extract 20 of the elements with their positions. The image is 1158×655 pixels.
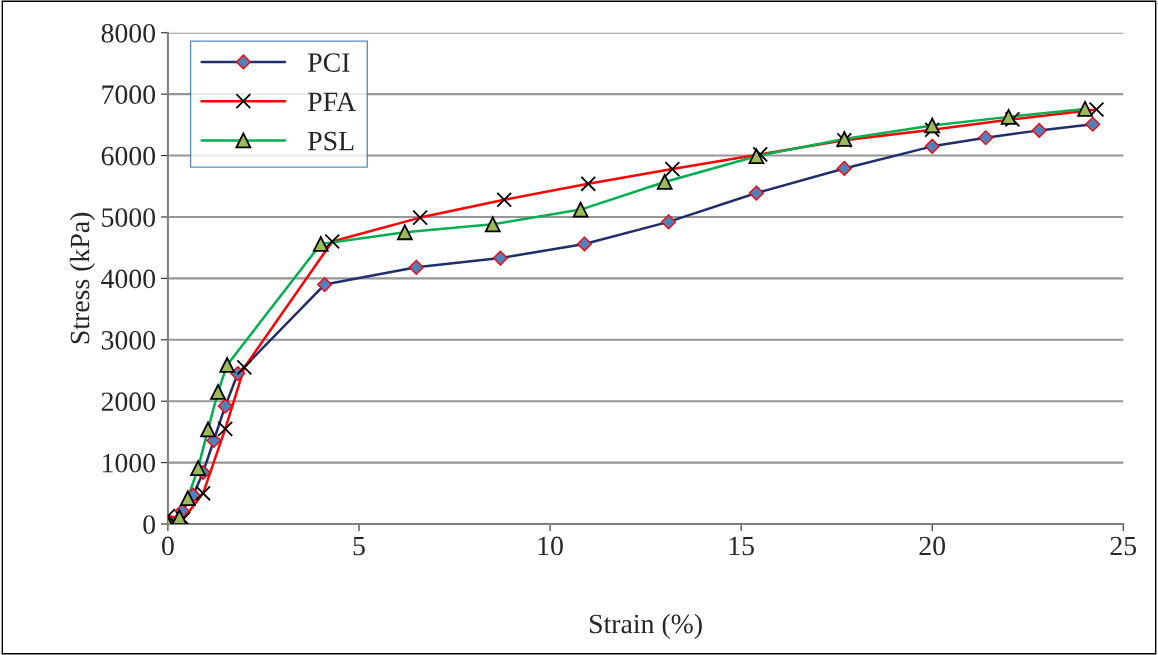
x-tick-label: 0 [162, 536, 174, 556]
x-axis-title: Strain (%) [589, 613, 702, 639]
y-tick-label: 5000 [102, 208, 156, 227]
legend-label: PCI [308, 53, 350, 72]
y-tick-label: 0 [143, 515, 156, 534]
y-tick-label: 4000 [101, 269, 156, 289]
y-tick-label: 6000 [101, 146, 156, 166]
x-tick-label: 10 [538, 536, 563, 556]
legend-label: PSL [308, 131, 354, 151]
x-tick-label: 25 [1110, 536, 1137, 556]
y-axis-title: Stress (kPa) [69, 212, 95, 344]
x-tick-label: 5 [353, 536, 365, 556]
legend-label: PFA [308, 92, 356, 111]
y-tick-label: 7000 [102, 85, 156, 105]
x-tick-label: 20 [919, 536, 946, 556]
y-tick-label: 8000 [101, 23, 156, 43]
x-tick-label: 15 [729, 536, 754, 556]
y-tick-label: 3000 [101, 330, 156, 350]
y-tick-label: 1000 [102, 453, 156, 473]
y-tick-label: 2000 [101, 392, 156, 412]
